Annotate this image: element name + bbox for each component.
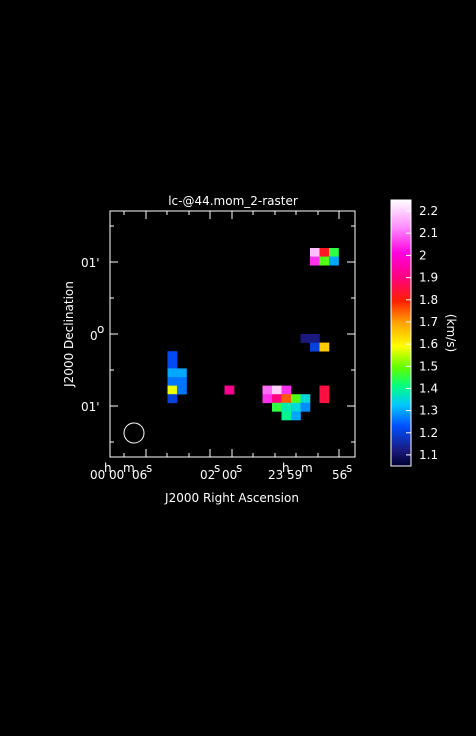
x-tick-part: 00 bbox=[222, 468, 237, 482]
heatmap-pixel bbox=[319, 342, 330, 352]
heatmap-pixel bbox=[281, 411, 292, 421]
heatmap-pixel bbox=[281, 394, 292, 404]
x-tick-sup: s bbox=[146, 461, 152, 475]
heatmap-pixel bbox=[300, 334, 311, 343]
degree-sign: o bbox=[97, 322, 104, 336]
x-tick-sup: m bbox=[301, 461, 313, 475]
heatmap-pixel bbox=[329, 248, 339, 257]
heatmap-pixel bbox=[177, 385, 187, 395]
colorbar-tick-label: 1.5 bbox=[419, 359, 438, 373]
heatmap-pixel bbox=[177, 368, 187, 378]
colorbar-tick-label: 1.3 bbox=[419, 404, 438, 418]
heatmap-pixel bbox=[272, 402, 282, 412]
heatmap-pixel bbox=[310, 334, 320, 343]
x-tick-part: 06 bbox=[132, 468, 147, 482]
colorbar bbox=[390, 199, 412, 467]
x-tick-sup: s bbox=[346, 461, 352, 475]
y-tick-label-text: 01' bbox=[81, 256, 100, 270]
x-tick-sup: s bbox=[236, 461, 242, 475]
heatmap-pixel bbox=[319, 248, 330, 257]
x-tick-part: 00 bbox=[90, 468, 105, 482]
heatmap-pixel bbox=[262, 385, 273, 395]
heatmap-pixel bbox=[167, 359, 178, 369]
heatmap-pixel bbox=[291, 411, 301, 421]
heatmap-pixel bbox=[167, 351, 178, 361]
y-tick-label-2: 01' bbox=[81, 400, 100, 414]
y-tick-label-text: 0 bbox=[90, 329, 98, 343]
colorbar-tick-label: 1.2 bbox=[419, 426, 438, 440]
x-axis-label: J2000 Right Ascension bbox=[164, 491, 299, 505]
heatmap-pixel bbox=[319, 385, 330, 395]
colorbar-tick-label: 2.1 bbox=[419, 226, 438, 240]
x-tick-label-1: 02 s bbox=[200, 461, 220, 482]
colorbar-tick-label: 2 bbox=[419, 248, 427, 262]
heatmap-pixel bbox=[291, 394, 301, 404]
heatmap-pixel bbox=[281, 402, 292, 412]
colorbar-label: (km/s) bbox=[444, 314, 458, 352]
x-tick-label-3: 23 h 59 m 56 s bbox=[268, 461, 352, 482]
heatmap-pixel bbox=[167, 368, 178, 378]
heatmap-pixel bbox=[262, 394, 273, 404]
heatmap-pixel bbox=[281, 385, 292, 395]
chart-title: lc-@44.mom_2-raster bbox=[168, 194, 298, 208]
heatmap-pixel bbox=[291, 402, 301, 412]
x-tick-sup: h bbox=[282, 461, 290, 475]
x-tick-part: 23 bbox=[268, 468, 283, 482]
x-tick-part: 00 bbox=[109, 468, 124, 482]
heatmap-pixel bbox=[272, 394, 282, 404]
colorbar-tick-label: 1.4 bbox=[419, 381, 438, 395]
heatmap-pixel bbox=[319, 256, 330, 266]
x-tick-part: 59 bbox=[287, 468, 302, 482]
x-tick-sup: m bbox=[123, 461, 135, 475]
axis-ticks bbox=[110, 211, 355, 457]
heatmap-pixel bbox=[300, 394, 311, 404]
heatmap-pixel bbox=[310, 248, 320, 257]
heatmap-pixel bbox=[310, 342, 320, 352]
heatmap-pixel bbox=[329, 256, 339, 266]
beam-ellipse bbox=[123, 422, 145, 444]
x-tick-sup: h bbox=[104, 461, 112, 475]
colorbar-ticks: 2.2 2.1 2 1.9 1.8 1.7 1.6 1.5 1.4 1.3 1.2 1.1 bbox=[406, 204, 438, 462]
y-tick-label-0: 01' bbox=[81, 256, 100, 270]
y-tick-label-1: 0 o bbox=[90, 322, 104, 343]
heatmap-pixel bbox=[310, 256, 320, 266]
colorbar-tick-label: 2.2 bbox=[419, 204, 438, 218]
heatmap-pixel bbox=[177, 377, 187, 386]
heatmap-pixel bbox=[300, 402, 311, 412]
colorbar-tick-label: 1.1 bbox=[419, 448, 438, 462]
heatmap-pixels bbox=[167, 248, 339, 421]
colorbar-tick-label: 1.7 bbox=[419, 315, 438, 329]
heatmap-pixel bbox=[272, 385, 282, 395]
heatmap-pixel bbox=[167, 377, 178, 386]
x-tick-part: 56 bbox=[332, 468, 347, 482]
colorbar-tick-label: 1.9 bbox=[419, 271, 438, 285]
heatmap-pixel bbox=[167, 394, 178, 404]
x-tick-part: 02 bbox=[200, 468, 215, 482]
heatmap-pixel bbox=[319, 394, 330, 404]
heatmap-pixel bbox=[224, 385, 235, 395]
colorbar-tick-label: 1.6 bbox=[419, 337, 438, 351]
y-axis-label: J2000 Declination bbox=[62, 281, 76, 388]
y-tick-label-text: 01' bbox=[81, 400, 100, 414]
heatmap-pixel bbox=[167, 385, 178, 395]
colorbar-tick-label: 1.8 bbox=[419, 293, 438, 307]
x-tick-label-0: 00 h 00 m 06 s bbox=[90, 461, 152, 482]
x-tick-label-2: 00 s bbox=[222, 461, 242, 482]
x-tick-sup: s bbox=[214, 461, 220, 475]
